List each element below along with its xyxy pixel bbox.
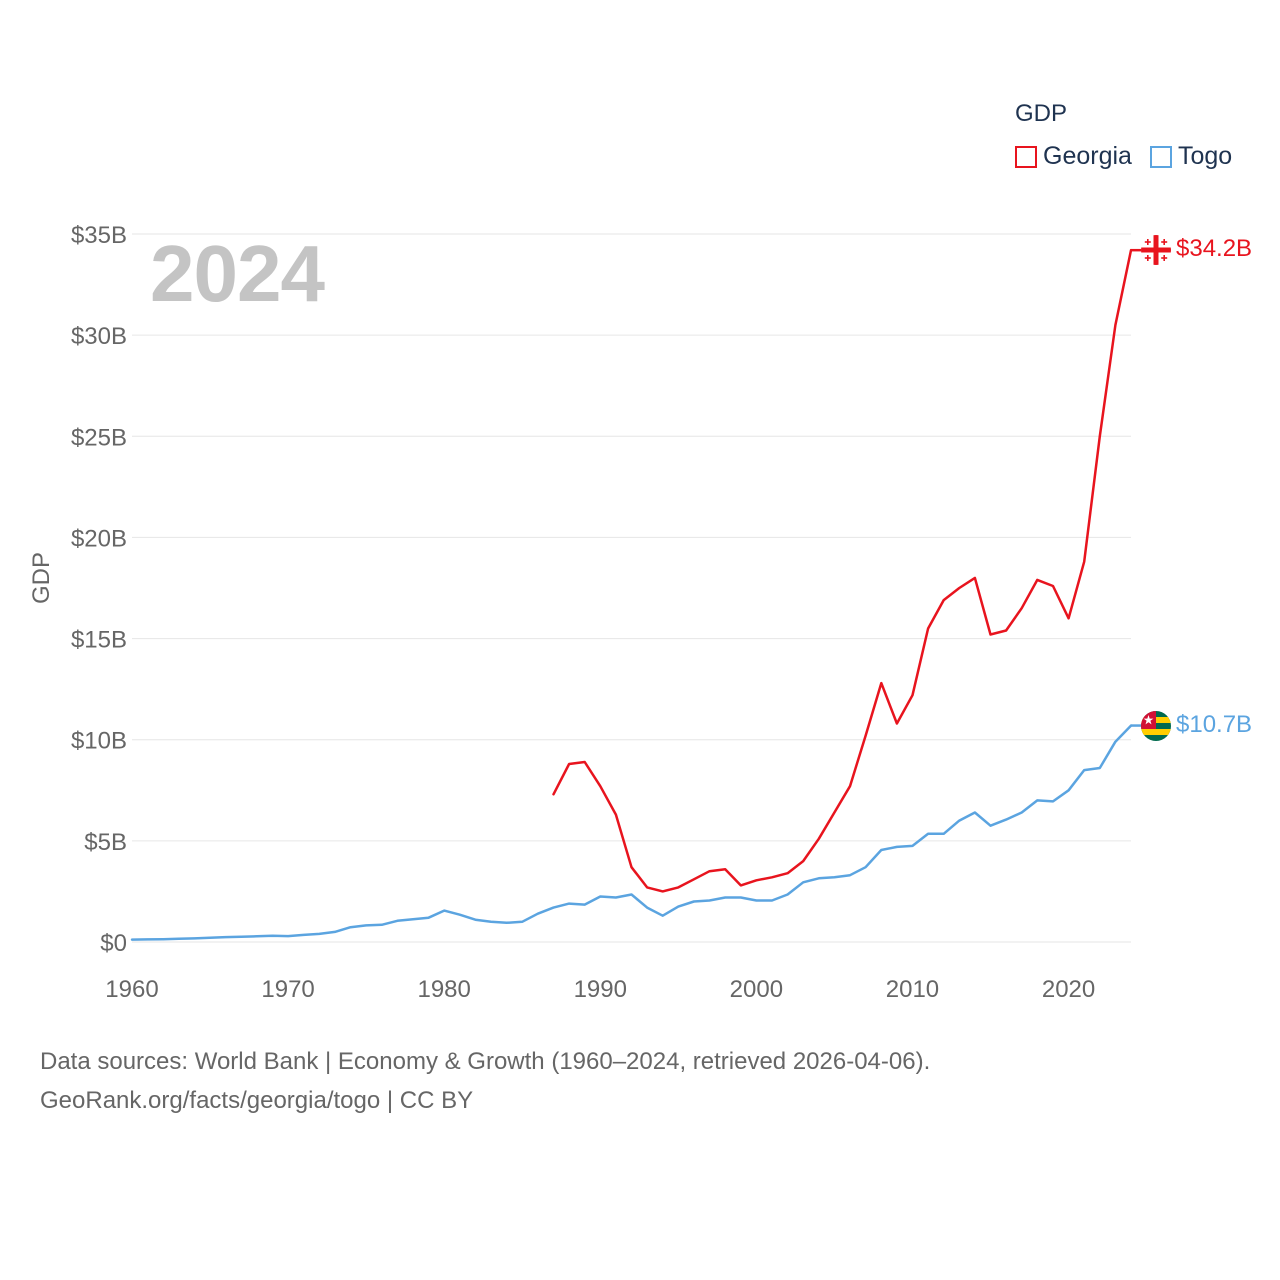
x-tick-label-2: 1980 [417,976,470,1003]
data-source-footer: Data sources: World Bank | Economy & Gro… [40,1042,930,1120]
x-tick-label-4: 2000 [730,976,783,1003]
legend: Georgia Togo [1015,142,1250,171]
series-lines [130,248,1142,941]
y-axis-label: GDP [28,551,55,605]
y-tick-label-2: $10B [71,728,127,755]
legend-item-georgia[interactable]: Georgia [1015,142,1132,171]
current-year-label: 2024 [150,229,325,318]
legend-label-georgia: Georgia [1043,142,1132,170]
legend-swatch-togo [1149,145,1172,168]
footer-sources: Data sources: World Bank | Economy & Gro… [40,1048,931,1075]
y-tick-label-0: $0 [100,930,127,957]
georgia-end-label: $34.2B [1176,235,1253,263]
x-tick-label-0: 1960 [105,976,158,1003]
togo-flag-icon [1141,710,1171,741]
legend-title: GDP [1015,100,1068,127]
togo-end-label: $10.7B [1176,710,1253,738]
legend-item-togo[interactable]: Togo [1149,142,1233,171]
legend-swatch-georgia [1015,145,1037,168]
footer-attribution-link[interactable]: GeoRank.org/facts/georgia/togo | CC BY [40,1087,474,1114]
georgia-flag-icon [1141,235,1171,266]
x-tick-label-5: 2010 [886,976,939,1003]
x-tick-label-3: 1990 [574,976,627,1003]
x-tick-label-6: 2020 [1042,976,1095,1003]
x-tick-label-1: 1970 [261,976,314,1003]
y-tick-label-4: $20B [71,525,127,552]
y-tick-label-3: $15B [71,627,127,654]
series-line-togo [130,724,1133,941]
y-axis-ticks: $0 $5B $10B $15B $20B $25B $30B $35B [71,222,127,957]
grid-lines [132,233,1131,943]
y-tick-label-6: $30B [71,323,127,350]
y-tick-label-7: $35B [71,222,127,249]
series-line-georgia [552,248,1133,893]
legend-label-togo: Togo [1177,142,1233,170]
x-axis-ticks: 1960 1970 1980 1990 2000 2010 2020 [105,976,1095,1003]
y-tick-label-1: $5B [84,829,127,856]
y-tick-label-5: $25B [71,424,127,451]
